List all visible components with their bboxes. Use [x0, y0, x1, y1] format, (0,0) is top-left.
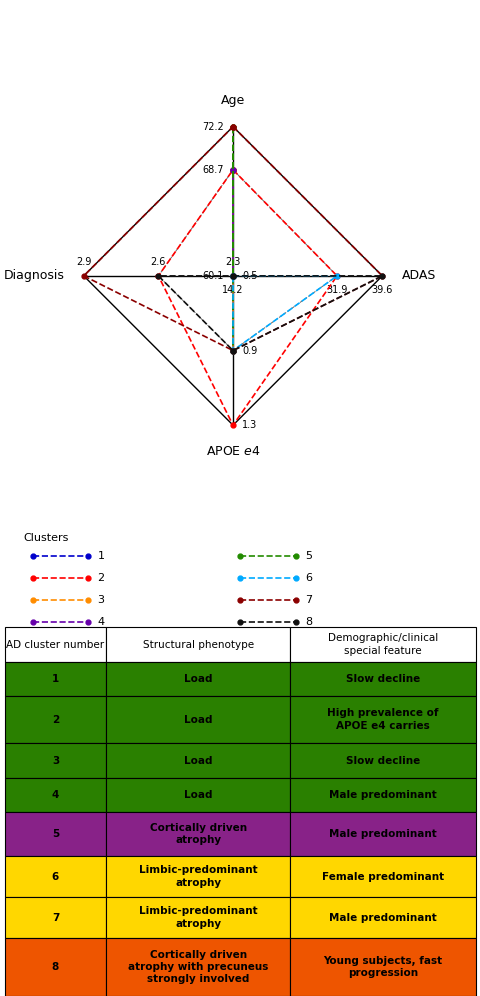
Bar: [106, 661, 289, 696]
Text: 8: 8: [304, 617, 312, 626]
Text: 60.1: 60.1: [202, 271, 224, 281]
Text: Age: Age: [220, 95, 245, 108]
Bar: [289, 897, 475, 938]
Text: 5: 5: [52, 829, 59, 839]
Bar: [289, 743, 475, 778]
Text: 8: 8: [52, 962, 59, 972]
Bar: [289, 627, 475, 661]
Text: Load: Load: [183, 673, 212, 683]
Text: Male predominant: Male predominant: [328, 790, 436, 800]
Text: 31.9: 31.9: [326, 285, 347, 295]
Text: Demographic/clinical
special feature: Demographic/clinical special feature: [327, 633, 437, 655]
Text: Structural phenotype: Structural phenotype: [142, 639, 253, 649]
Bar: [5, 812, 106, 857]
Bar: [289, 778, 475, 812]
Bar: [5, 627, 106, 661]
Text: Load: Load: [183, 714, 212, 725]
Text: Limbic-predominant
atrophy: Limbic-predominant atrophy: [138, 866, 257, 887]
Text: Female predominant: Female predominant: [322, 872, 443, 881]
Text: 72.2: 72.2: [202, 122, 224, 131]
Bar: [106, 857, 289, 897]
Bar: [106, 778, 289, 812]
Text: 0.9: 0.9: [241, 346, 257, 356]
Text: 4: 4: [52, 790, 59, 800]
Text: 6: 6: [52, 872, 59, 881]
Bar: [289, 857, 475, 897]
Bar: [5, 857, 106, 897]
Bar: [289, 938, 475, 996]
Text: 2.9: 2.9: [76, 257, 91, 267]
Text: 68.7: 68.7: [202, 164, 224, 174]
Text: 14.2: 14.2: [222, 285, 243, 295]
Text: High prevalence of
APOE e4 carries: High prevalence of APOE e4 carries: [327, 708, 438, 731]
Bar: [289, 812, 475, 857]
Bar: [106, 743, 289, 778]
Bar: [106, 696, 289, 743]
Bar: [289, 696, 475, 743]
Bar: [5, 661, 106, 696]
Bar: [5, 938, 106, 996]
Bar: [106, 812, 289, 857]
Text: APOE $e4$: APOE $e4$: [205, 444, 260, 457]
Text: 0.5: 0.5: [241, 271, 257, 281]
Text: Male predominant: Male predominant: [328, 829, 436, 839]
Text: Slow decline: Slow decline: [345, 673, 420, 683]
Text: 2.3: 2.3: [225, 257, 240, 267]
Text: Young subjects, fast
progression: Young subjects, fast progression: [323, 956, 442, 978]
Text: 1: 1: [52, 673, 59, 683]
Bar: [106, 627, 289, 661]
Bar: [289, 661, 475, 696]
Text: Load: Load: [183, 756, 212, 766]
Text: 3: 3: [97, 595, 104, 605]
Text: Cortically driven
atrophy: Cortically driven atrophy: [149, 823, 246, 846]
Text: Male predominant: Male predominant: [328, 912, 436, 922]
Text: 2.6: 2.6: [150, 257, 166, 267]
Text: AD cluster number: AD cluster number: [6, 639, 104, 649]
Text: 7: 7: [304, 595, 312, 605]
Bar: [5, 897, 106, 938]
Text: ADAS: ADAS: [401, 269, 435, 283]
Text: Load: Load: [183, 790, 212, 800]
Text: 2: 2: [52, 714, 59, 725]
Text: Slow decline: Slow decline: [345, 756, 420, 766]
Text: Limbic-predominant
atrophy: Limbic-predominant atrophy: [138, 906, 257, 928]
Text: 1.3: 1.3: [241, 420, 257, 430]
Bar: [5, 696, 106, 743]
Text: 2: 2: [97, 573, 104, 583]
Bar: [5, 778, 106, 812]
Text: 4: 4: [97, 617, 104, 626]
Text: 5: 5: [304, 551, 312, 561]
Text: Cortically driven
atrophy with precuneus
strongly involved: Cortically driven atrophy with precuneus…: [128, 949, 268, 984]
Bar: [106, 897, 289, 938]
Text: 39.6: 39.6: [371, 285, 392, 295]
Bar: [106, 938, 289, 996]
Text: 7: 7: [52, 912, 59, 922]
Bar: [5, 743, 106, 778]
Text: 1: 1: [97, 551, 104, 561]
Text: Diagnosis: Diagnosis: [3, 269, 64, 283]
Text: Clusters: Clusters: [24, 533, 69, 543]
Text: 6: 6: [304, 573, 312, 583]
Text: 3: 3: [52, 756, 59, 766]
